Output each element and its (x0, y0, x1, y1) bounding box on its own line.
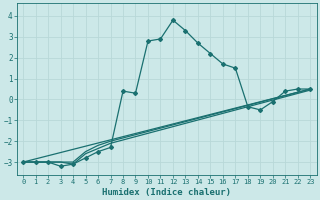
X-axis label: Humidex (Indice chaleur): Humidex (Indice chaleur) (102, 188, 231, 197)
